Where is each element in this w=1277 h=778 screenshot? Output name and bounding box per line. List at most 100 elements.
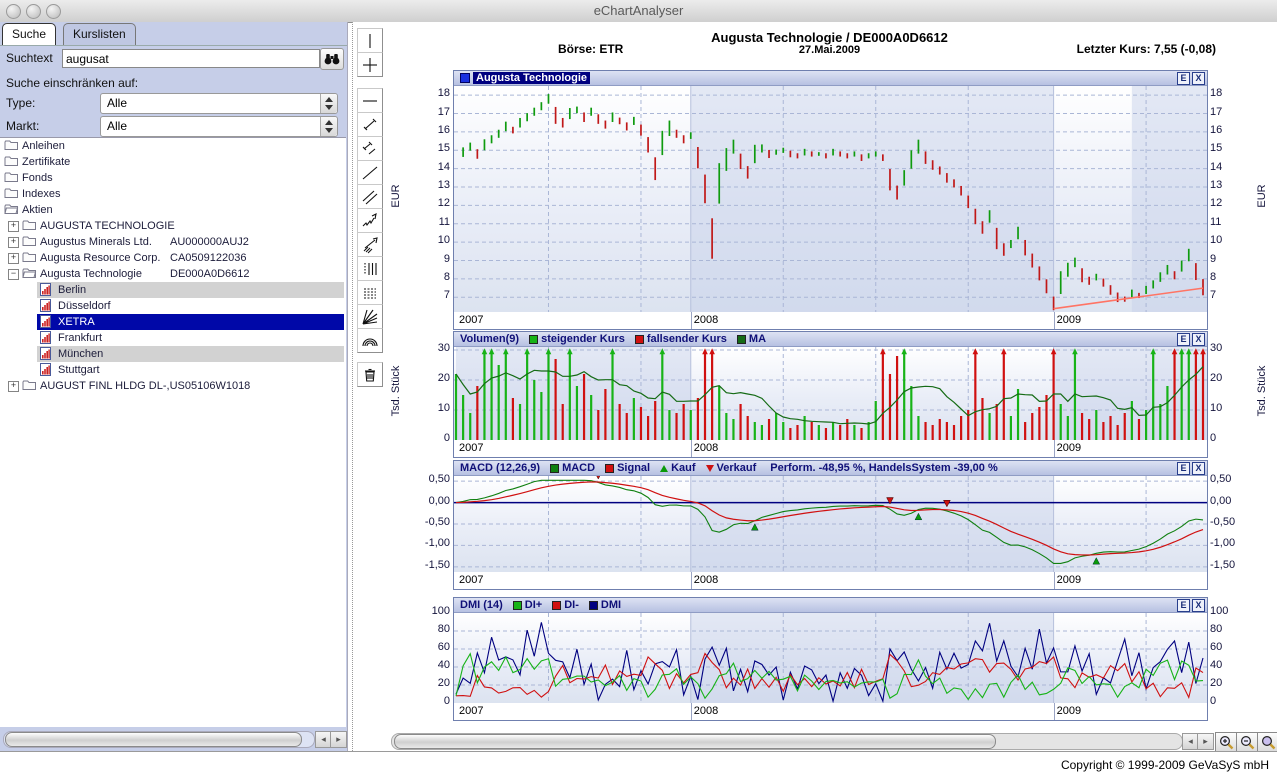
window-zoom-button[interactable]: [46, 4, 61, 19]
window-close-button[interactable]: [6, 4, 21, 19]
filter-select-0[interactable]: Alle: [100, 93, 338, 114]
ytick-label: 20: [437, 677, 450, 689]
panel-close-button[interactable]: X: [1192, 71, 1205, 85]
trend-segment-icon: [363, 118, 377, 130]
tree-item-stuttgart[interactable]: Stuttgart: [0, 362, 346, 378]
legend-swatch-icon: [588, 600, 598, 610]
tree-item-label: Düsseldorf: [58, 300, 111, 312]
binoculars-icon: [324, 54, 340, 65]
xaxis-year-label: 2008: [693, 314, 719, 326]
zoom-reset-button[interactable]: [1257, 732, 1277, 753]
expand-plus-icon[interactable]: +: [8, 221, 19, 232]
panel-edit-button[interactable]: E: [1177, 71, 1190, 85]
ytick-label: -1,50: [424, 558, 450, 571]
drawing-toolbar: [352, 22, 387, 751]
tool-vertical-line[interactable]: [357, 28, 383, 53]
filter-select-1[interactable]: Alle: [100, 116, 338, 137]
legend-label: DI-: [564, 599, 579, 611]
tree-item-frankfurt[interactable]: Frankfurt: [0, 330, 346, 346]
tree-item-augusta-technologie[interactable]: − Augusta Technologie DE000A0D6612: [0, 266, 346, 282]
tool-trendline[interactable]: [357, 160, 383, 185]
ytick-label: 20: [1210, 677, 1223, 689]
ytick-label: 0: [1210, 432, 1217, 444]
tree-item-augusta-technologie[interactable]: + AUGUSTA TECHNOLOGIE: [0, 218, 346, 234]
panel-close-button[interactable]: X: [1192, 332, 1205, 346]
search-input[interactable]: [62, 49, 320, 68]
yaxis-unit-label: EUR: [390, 184, 402, 208]
chart-hscrollbar[interactable]: [391, 733, 1183, 750]
tool-fibonacci-arcs[interactable]: [357, 328, 383, 353]
panel-edit-button[interactable]: E: [1177, 598, 1190, 612]
tree-item-label: Frankfurt: [58, 332, 103, 344]
panel-edit-button[interactable]: E: [1177, 332, 1190, 346]
xaxis-year-label: 2007: [459, 574, 484, 586]
zoom-out-button[interactable]: [1236, 732, 1258, 753]
tree-item-xetra[interactable]: XETRA: [0, 314, 346, 330]
tool-delete-trash[interactable]: [357, 362, 383, 387]
ytick-label: 8: [1210, 270, 1217, 283]
panel-macd-plot[interactable]: [454, 476, 1207, 572]
parallel-segments-icon: [362, 141, 376, 154]
sidebar-hscrollbar-thumb[interactable]: [5, 732, 302, 747]
combo-stepper-icon[interactable]: [320, 94, 337, 113]
ytick-label: 10: [437, 234, 450, 247]
panel-price-plot[interactable]: [454, 86, 1207, 312]
chart-hscrollbar-thumb[interactable]: [394, 734, 996, 749]
expand-plus-icon[interactable]: +: [8, 237, 19, 248]
tree-item-zertifikate[interactable]: Zertifikate: [0, 154, 346, 170]
tool-vertical-grid[interactable]: [357, 256, 383, 281]
sidebar-hscrollbar[interactable]: [3, 731, 315, 748]
window-minimize-button[interactable]: [26, 4, 41, 19]
tool-trend-segment[interactable]: [357, 112, 383, 137]
chart-document-icon: [40, 347, 51, 365]
ytick-label: 12: [1210, 197, 1223, 210]
legend-label: DMI: [600, 599, 622, 611]
tree-item-berlin[interactable]: Berlin: [0, 282, 346, 298]
tree-item-aktien[interactable]: Aktien: [0, 202, 346, 218]
combo-stepper-icon[interactable]: [320, 117, 337, 136]
search-button[interactable]: [320, 48, 344, 70]
instrument-title: Augusta Technologie / DE000A0D6612: [711, 30, 948, 45]
tab-kurslisten[interactable]: Kurslisten: [63, 23, 136, 45]
tree-item-augustus-minerals-ltd[interactable]: + Augustus Minerals Ltd. AU000000AUJ2: [0, 234, 346, 250]
panel-volume-xaxis: 2007 2008 2009: [454, 440, 1207, 457]
zoom-out-icon: [1240, 735, 1254, 750]
tool-parallel-trendlines[interactable]: [357, 184, 383, 209]
collapse-minus-icon[interactable]: −: [8, 269, 19, 280]
sidebar-scroll-right-button[interactable]: ▸: [330, 731, 347, 748]
expand-plus-icon[interactable]: +: [8, 381, 19, 392]
tab-suche[interactable]: Suche: [2, 23, 57, 45]
panel-close-button[interactable]: X: [1192, 598, 1205, 612]
tool-horizontal-line[interactable]: [357, 88, 383, 113]
tree-item-augusta-resource-corp[interactable]: + Augusta Resource Corp. CA0509122036: [0, 250, 346, 266]
tool-gann-fan[interactable]: [357, 304, 383, 329]
panel-macd: MACD (12,26,9) MACD Signal Kauf Verkauf Perfo…: [453, 460, 1208, 590]
tree-item-indexes[interactable]: Indexes: [0, 186, 346, 202]
zoom-in-button[interactable]: [1215, 732, 1237, 753]
tree-item-anleihen[interactable]: Anleihen: [0, 138, 346, 154]
ytick-label: 100: [431, 605, 450, 617]
legend-swatch-icon: [529, 334, 539, 344]
tree-item-fonds[interactable]: Fonds: [0, 170, 346, 186]
tree-item-august-finl-hldg-dl-us05106w1018[interactable]: + AUGUST FINL HLDG DL-,US05106W1018: [0, 378, 346, 394]
panel-dmi-plot[interactable]: [454, 613, 1207, 703]
expand-plus-icon[interactable]: +: [8, 253, 19, 264]
tool-parallel-segments[interactable]: [357, 136, 383, 161]
ytick-label: -1,00: [424, 537, 450, 550]
panel-volume-plot[interactable]: [454, 347, 1207, 440]
tree-item-d-sseldorf[interactable]: Düsseldorf: [0, 298, 346, 314]
tree-item-m-nchen[interactable]: München: [0, 346, 346, 362]
chart-scroll-right-button[interactable]: ▸: [1197, 733, 1214, 750]
panel-close-button[interactable]: X: [1192, 461, 1205, 475]
tool-hatched-arrow[interactable]: [357, 232, 383, 257]
tool-horizontal-grid[interactable]: [357, 280, 383, 305]
tool-crosshair[interactable]: [357, 52, 383, 77]
ytick-label: -1,50: [1210, 558, 1236, 571]
legend-sell-icon: [705, 464, 714, 472]
sidebar-scroll-left-button[interactable]: ◂: [315, 731, 332, 748]
search-label: Suchtext: [6, 51, 53, 65]
panel-title: Volumen(9): [460, 333, 520, 345]
tool-zigzag-arrow[interactable]: [357, 208, 383, 233]
panel-edit-button[interactable]: E: [1177, 461, 1190, 475]
legend-label: MA: [748, 333, 767, 345]
